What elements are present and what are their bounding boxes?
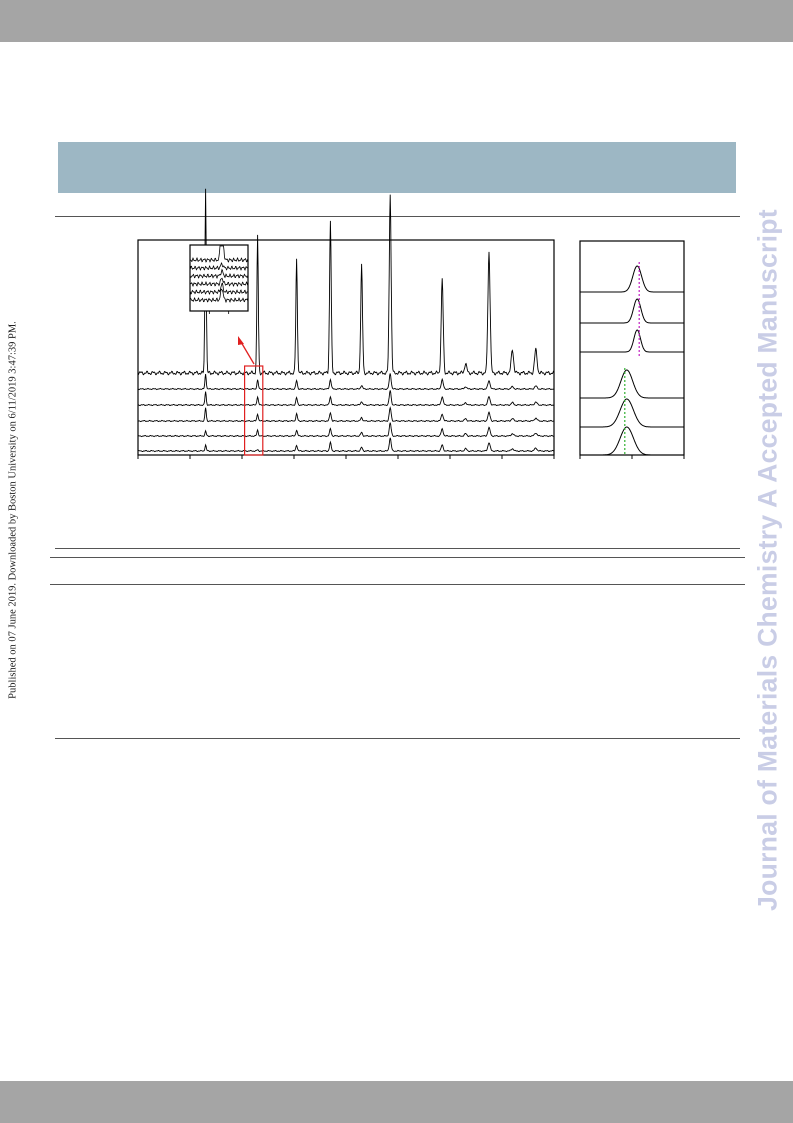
right-series-line <box>580 369 684 399</box>
right-peak-panel <box>579 240 685 459</box>
right-plot-frame <box>579 240 685 456</box>
zoom-arrow-head <box>238 336 244 345</box>
right-series-line <box>580 298 684 324</box>
xrd-series-line <box>137 390 554 407</box>
figure-top-rule <box>55 216 740 217</box>
zoom-arrow <box>240 341 255 365</box>
table-top-rule <box>55 548 740 549</box>
inset-series-line <box>189 282 249 296</box>
main-xrd-panel <box>137 188 555 459</box>
inset-series-line <box>189 268 249 280</box>
inset-series-line <box>189 261 249 272</box>
xrd-figure <box>137 188 685 459</box>
xrd-series-line <box>137 422 555 438</box>
zoom-highlight-box <box>244 365 264 456</box>
journal-watermark-text: Journal of Materials Chemistry A Accepte… <box>752 209 783 911</box>
inset-series-line <box>189 277 249 288</box>
inset-series-line <box>189 288 249 304</box>
right-series-line <box>580 265 684 293</box>
xrd-series-line <box>137 188 555 376</box>
xrd-series-line <box>137 373 555 391</box>
figure-caption-box <box>58 142 736 193</box>
right-series-line <box>580 329 684 353</box>
right-series-line <box>580 426 684 456</box>
page-header-bar <box>0 0 793 42</box>
page-footer-bar <box>0 1081 793 1123</box>
right-series-line <box>580 398 684 428</box>
xrd-series-line <box>137 437 555 453</box>
table-bottom-rule <box>55 738 740 739</box>
inset-zoom-panel <box>189 244 249 314</box>
xrd-series-line <box>137 406 555 423</box>
table-mid-rule <box>50 584 745 585</box>
table-header-rule <box>50 557 745 558</box>
inset-series-line <box>190 245 249 263</box>
